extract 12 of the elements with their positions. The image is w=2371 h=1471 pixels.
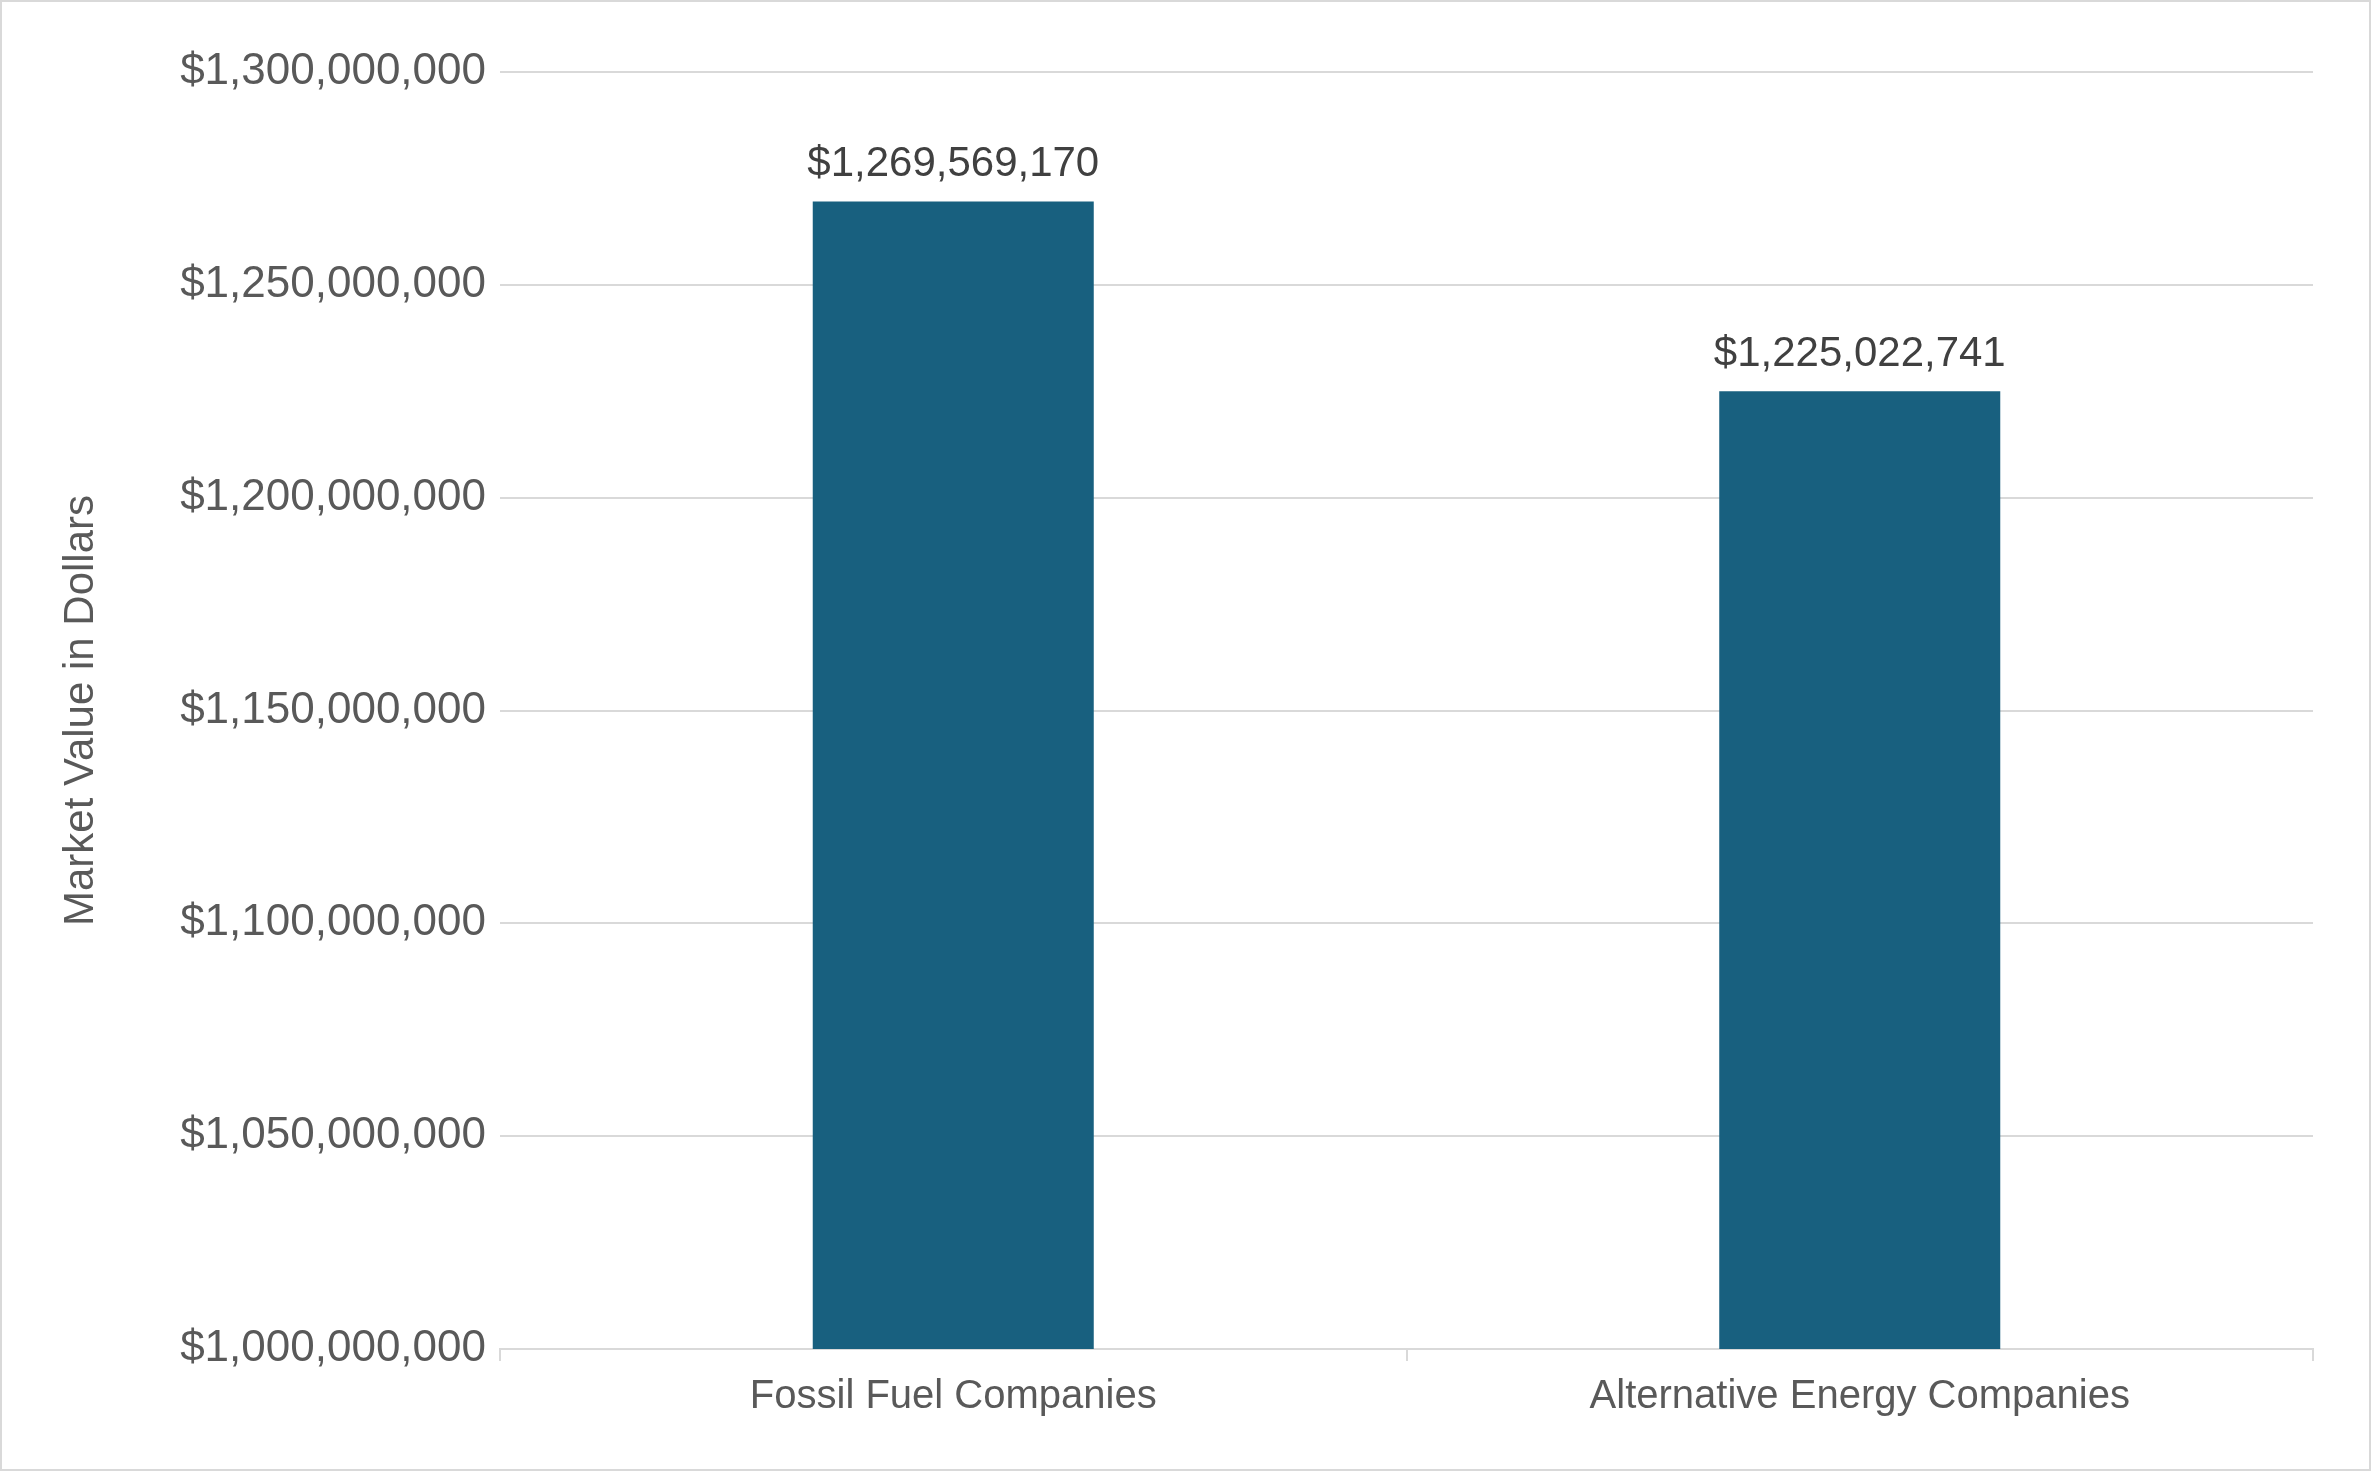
y-tick-label: $1,250,000,000 [180, 256, 486, 306]
x-tick-label: Fossil Fuel Companies [749, 1372, 1157, 1417]
y-tick-label: $1,200,000,000 [180, 469, 486, 519]
y-tick-label: $1,300,000,000 [180, 44, 486, 94]
y-axis-title: Market Value in Dollars [54, 494, 102, 927]
y-tick-label: $1,000,000,000 [180, 1321, 486, 1371]
y-tick-label: $1,050,000,000 [180, 1108, 486, 1158]
data-label: $1,269,569,170 [807, 138, 1100, 186]
x-tick-label: Alternative Energy Companies [1589, 1372, 2130, 1417]
data-label: $1,225,022,741 [1713, 327, 2006, 375]
y-tick-label: $1,100,000,000 [180, 895, 486, 945]
y-tick-label: $1,150,000,000 [180, 682, 486, 732]
